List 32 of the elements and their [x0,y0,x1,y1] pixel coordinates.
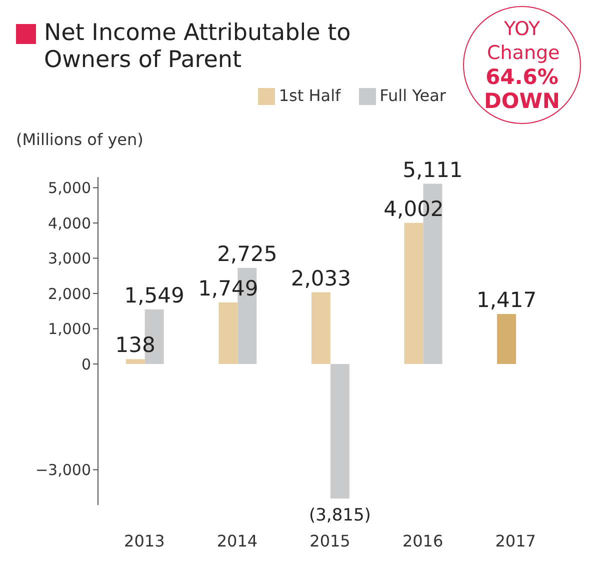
bar [330,364,350,498]
data-label: 1,749 [198,276,258,300]
bar [218,302,238,364]
y-tick-label: 4,000 [48,214,91,232]
legend-label: 1st Half [278,86,341,105]
data-label: 5,111 [402,158,463,182]
data-label: (3,815) [308,505,371,526]
legend-label: Full Year [380,86,446,105]
data-label: 4,002 [384,196,444,221]
data-label: 2,033 [290,266,352,290]
bar [311,292,330,364]
y-axis-title: (Millions of yen) [16,130,144,149]
bar [126,359,145,364]
y-tick-label: 1,000 [48,320,91,338]
x-tick-label: 2014 [216,531,258,550]
chart-title: Net Income Attributable to Owners of Parent [44,20,352,74]
x-tick-label: 2013 [124,531,165,550]
bar [404,222,424,364]
y-tick-label: 5,000 [48,179,91,198]
x-tick-label: 2015 [310,531,350,550]
data-label: 2,725 [217,242,278,266]
bar [497,314,516,364]
y-tick-label: 0 [81,355,91,374]
y-tick-label: 2,000 [48,284,91,303]
data-label: 1,417 [476,288,537,312]
x-tick-label: 2016 [402,531,444,550]
x-tick-label: 2017 [495,531,536,550]
data-label: 1,549 [124,283,184,308]
y-tick-label: −3,000 [35,461,91,480]
data-label: 138 [115,333,156,358]
circle-badge: YOY Change 64.6% DOWN [463,6,581,124]
y-tick-label: 3,000 [48,250,91,268]
